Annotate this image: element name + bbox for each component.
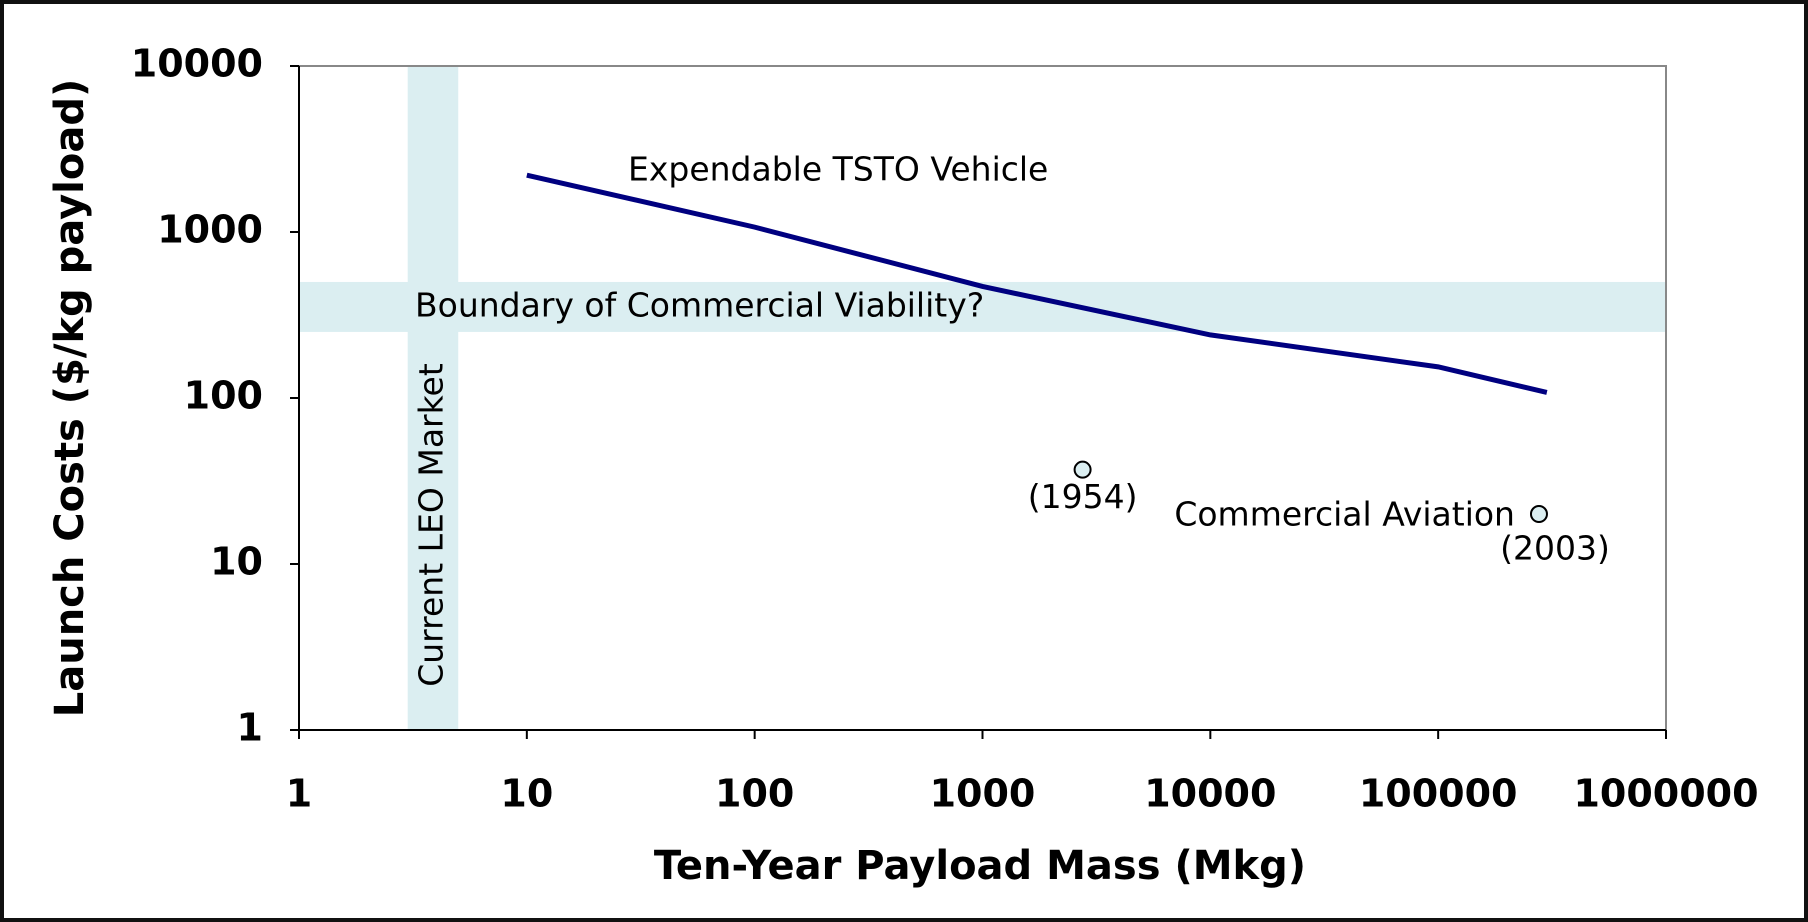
- x-tick-label: 100000: [1359, 772, 1518, 816]
- y-tick-label: 1000: [157, 208, 263, 252]
- x-tick-label: 10000: [1144, 772, 1276, 816]
- x-tick-label: 1: [286, 772, 312, 816]
- x-axis-label: Ten-Year Payload Mass (Mkg): [654, 843, 1306, 889]
- point-label: (1954): [1028, 477, 1138, 516]
- y-tick-label: 10000: [131, 42, 263, 86]
- point: [1073, 460, 1092, 479]
- region-band: [299, 281, 1666, 332]
- x-tick-label: 1000: [930, 772, 1036, 816]
- region-band: [407, 66, 459, 730]
- x-tick-label: 1000000: [1573, 772, 1758, 816]
- series-label: Expendable TSTO Vehicle: [628, 150, 1048, 189]
- line: [526, 172, 1548, 395]
- x-tick-label: 100: [715, 772, 794, 816]
- y-tick-label: 10: [210, 540, 263, 584]
- y-tick-label: 100: [184, 374, 263, 418]
- region-label: Current LEO Market: [411, 363, 450, 687]
- y-tick-label: 1: [237, 706, 263, 750]
- series-label: Commercial Aviation: [1174, 495, 1515, 534]
- region-label: Boundary of Commercial Viability?: [415, 285, 984, 324]
- x-tick-label: 10: [500, 772, 553, 816]
- y-axis-label: Launch Costs ($/kg payload): [47, 79, 93, 718]
- point-label: (2003): [1500, 529, 1610, 568]
- point: [1529, 505, 1548, 524]
